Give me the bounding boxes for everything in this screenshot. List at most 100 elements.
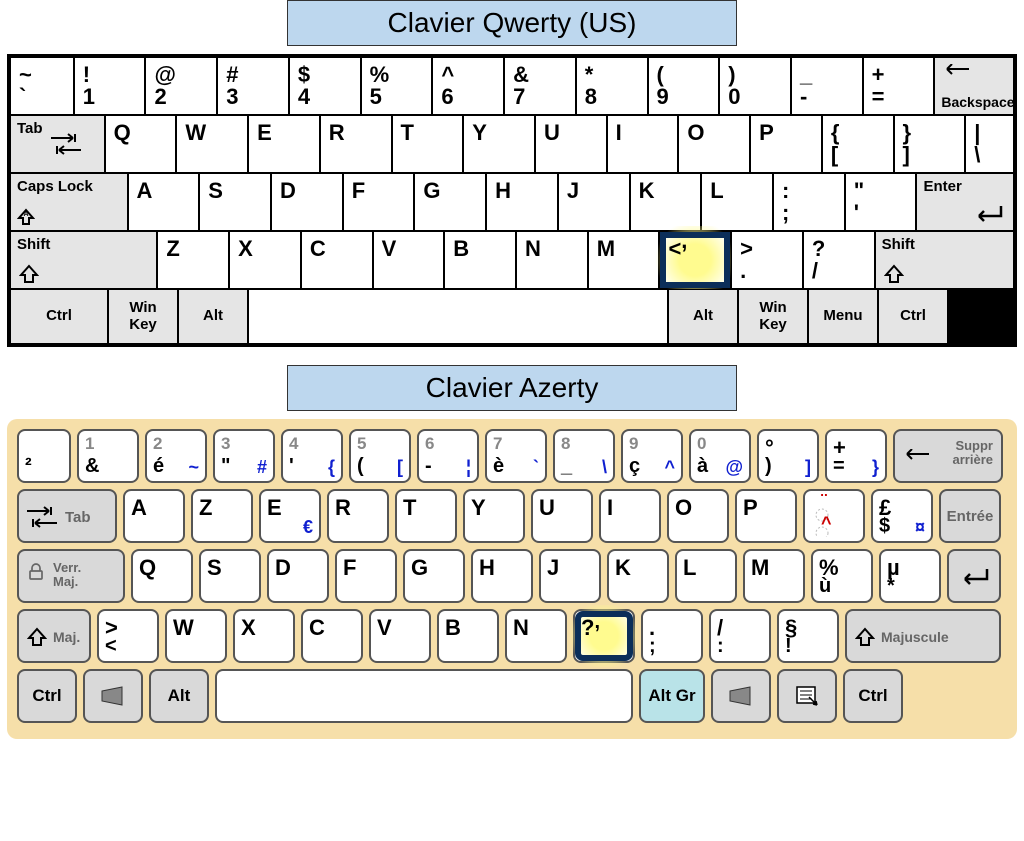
key-([interactable]: (9 [648, 57, 720, 115]
key-space[interactable] [248, 289, 668, 344]
key-µ[interactable]: µ* [879, 549, 941, 603]
key-[interactable]: ¨^ [803, 489, 865, 543]
key-alt[interactable]: Alt [178, 289, 248, 344]
key-g[interactable]: G [403, 549, 465, 603]
key-s[interactable]: S [199, 173, 271, 231]
key-t[interactable]: T [392, 115, 464, 173]
key-tab[interactable]: Tab [17, 489, 117, 543]
key-alt[interactable]: Alt [149, 669, 209, 723]
key-r[interactable]: R [327, 489, 389, 543]
key-2[interactable]: 2é~ [145, 429, 207, 483]
key-a[interactable]: A [123, 489, 185, 543]
key-6[interactable]: 6-¦ [417, 429, 479, 483]
key-@[interactable]: @2 [145, 57, 217, 115]
key-h[interactable]: H [471, 549, 533, 603]
key-)[interactable]: )0 [719, 57, 791, 115]
key-b[interactable]: B [437, 609, 499, 663]
key-w[interactable]: W [165, 609, 227, 663]
key-enter[interactable]: Enter [916, 173, 1014, 231]
key->[interactable]: >. [731, 231, 803, 289]
key-0[interactable]: 0à@ [689, 429, 751, 483]
key-5[interactable]: 5([ [349, 429, 411, 483]
key-shift[interactable]: Shift [10, 231, 157, 289]
key-%[interactable]: %ù [811, 549, 873, 603]
key-£[interactable]: £$¤ [871, 489, 933, 543]
key-ctrl[interactable]: Ctrl [878, 289, 948, 344]
key-4[interactable]: 4'{ [281, 429, 343, 483]
key-_[interactable]: _- [791, 57, 863, 115]
key-+[interactable]: +=} [825, 429, 887, 483]
key-"[interactable]: "' [845, 173, 917, 231]
key-k[interactable]: K [630, 173, 702, 231]
key-c[interactable]: C [301, 231, 373, 289]
key-*[interactable]: *8 [576, 57, 648, 115]
key-l[interactable]: L [701, 173, 773, 231]
key-8[interactable]: 8_\ [553, 429, 615, 483]
key-n[interactable]: N [505, 609, 567, 663]
key-f[interactable]: F [343, 173, 415, 231]
key-b[interactable]: B [444, 231, 516, 289]
key-![interactable]: !1 [74, 57, 146, 115]
key-1[interactable]: 1& [77, 429, 139, 483]
key-t[interactable]: T [395, 489, 457, 543]
key-|[interactable]: |\ [965, 115, 1014, 173]
key-y[interactable]: Y [463, 115, 535, 173]
key-$[interactable]: $4 [289, 57, 361, 115]
key-[interactable] [947, 549, 1001, 603]
key-p[interactable]: P [735, 489, 797, 543]
key-z[interactable]: Z [191, 489, 253, 543]
key-z[interactable]: Z [157, 231, 229, 289]
key-u[interactable]: U [531, 489, 593, 543]
key-x[interactable]: X [229, 231, 301, 289]
key-i[interactable]: I [599, 489, 661, 543]
key-.[interactable]: .; [641, 609, 703, 663]
key-d[interactable]: D [271, 173, 343, 231]
key-§[interactable]: §! [777, 609, 839, 663]
key-menu[interactable]: Menu [808, 289, 878, 344]
key-q[interactable]: Q [131, 549, 193, 603]
key-+[interactable]: += [863, 57, 935, 115]
key-d[interactable]: D [267, 549, 329, 603]
key->[interactable]: >< [97, 609, 159, 663]
key-alt[interactable]: Alt [668, 289, 738, 344]
key-j[interactable]: J [539, 549, 601, 603]
key-ctrl[interactable]: Ctrl [10, 289, 108, 344]
key-y[interactable]: Y [463, 489, 525, 543]
key-caps-lock[interactable]: Caps LockA [10, 173, 128, 231]
key-shift[interactable]: Shift [875, 231, 1014, 289]
key-e[interactable]: E€ [259, 489, 321, 543]
key-m[interactable]: M [743, 549, 805, 603]
key-m[interactable]: M [588, 231, 660, 289]
key-k[interactable]: K [607, 549, 669, 603]
key-win[interactable] [83, 669, 143, 723]
key-v[interactable]: V [373, 231, 445, 289]
key-:[interactable]: :; [773, 173, 845, 231]
key-n[interactable]: N [516, 231, 588, 289]
key-verr-maj-[interactable]: Verr.Maj. [17, 549, 125, 603]
key-v[interactable]: V [369, 609, 431, 663]
key-i[interactable]: I [607, 115, 679, 173]
key-9[interactable]: 9ç^ [621, 429, 683, 483]
key-3[interactable]: 3"# [213, 429, 275, 483]
key-suppr-arrière[interactable]: Supprarrière [893, 429, 1003, 483]
key-7[interactable]: 7è` [485, 429, 547, 483]
key-<[interactable]: <, [659, 231, 731, 289]
key-%[interactable]: %5 [361, 57, 433, 115]
key-&[interactable]: &7 [504, 57, 576, 115]
key-°[interactable]: °)] [757, 429, 819, 483]
key-~[interactable]: ~` [10, 57, 74, 115]
key-e[interactable]: E [248, 115, 320, 173]
key-space[interactable] [215, 669, 633, 723]
key-menu[interactable] [777, 669, 837, 723]
key-h[interactable]: H [486, 173, 558, 231]
key-maj-[interactable]: Maj. [17, 609, 91, 663]
key-}[interactable]: }] [894, 115, 966, 173]
key-win[interactable] [711, 669, 771, 723]
key-²[interactable]: ² [17, 429, 71, 483]
key-g[interactable]: G [414, 173, 486, 231]
key-j[interactable]: J [558, 173, 630, 231]
key-r[interactable]: R [320, 115, 392, 173]
key-o[interactable]: O [667, 489, 729, 543]
key-?[interactable]: ?, [573, 609, 635, 663]
key-win-key[interactable]: WinKey [108, 289, 178, 344]
